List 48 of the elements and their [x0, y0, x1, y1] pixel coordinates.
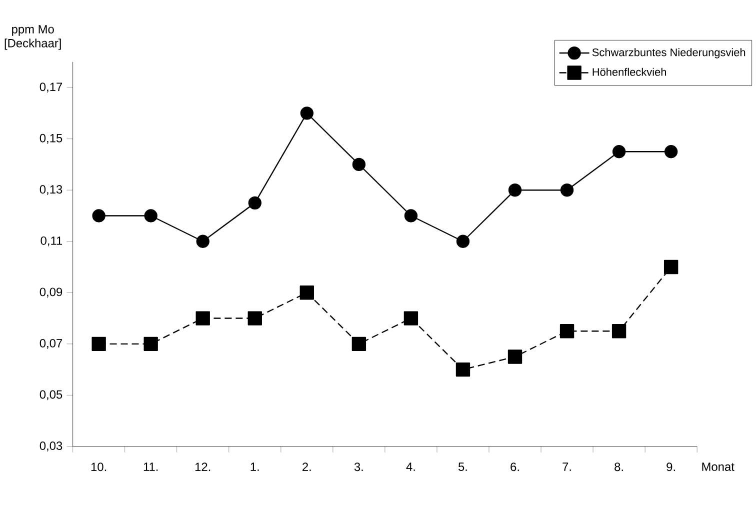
point [300, 106, 314, 120]
x-tick-label: 5. [458, 462, 467, 471]
point [612, 144, 626, 158]
point [664, 260, 678, 274]
x-tick-label: 3. [354, 462, 363, 471]
y-tick-label: 0,07 [40, 338, 62, 349]
y-tick-label: 0,11 [40, 236, 62, 246]
x-tick-label: 11. [144, 462, 158, 471]
legend-label: Schwarzbuntes Niederungsvieh [592, 48, 746, 58]
point [456, 362, 470, 376]
y-tick-label: 0,17 [40, 82, 62, 92]
x-tick-label: 1. [250, 462, 259, 471]
point [404, 311, 418, 326]
x-tick-label: 7. [562, 462, 571, 471]
point [196, 234, 210, 248]
x-tick-label: 12. [195, 462, 210, 471]
point [612, 324, 626, 338]
point [508, 183, 522, 197]
point [664, 144, 678, 158]
point [144, 336, 158, 351]
y-tick-label: 0,13 [40, 184, 62, 195]
point [196, 311, 210, 326]
x-tick-label: 4. [406, 462, 415, 471]
x-axis-title: Monat [702, 462, 734, 471]
y-tick-label: 0,09 [40, 288, 62, 298]
y-tick-label: 0,05 [40, 390, 62, 400]
point [92, 208, 106, 222]
y-tick-label: 0,15 [40, 134, 62, 144]
legend-label: Höhenfleckvieh [592, 68, 666, 76]
point [404, 208, 418, 222]
x-tick-label: 9. [666, 462, 675, 471]
x-tick-label: 2. [302, 462, 311, 471]
point [352, 336, 366, 351]
point [456, 234, 470, 248]
point [300, 285, 314, 300]
x-tick-label: 10. [91, 462, 106, 471]
point [92, 336, 106, 351]
point [248, 311, 262, 326]
y-tick-label: 0,03 [40, 441, 62, 452]
point [560, 324, 574, 338]
point [248, 196, 262, 210]
point [508, 349, 522, 364]
point [560, 183, 574, 197]
x-tick-label: 6. [510, 462, 519, 471]
point [352, 158, 366, 171]
x-tick-label: 8. [614, 462, 623, 471]
y-axis-title: ppm Mo [Deckhaar] [4, 24, 61, 50]
point [144, 208, 158, 222]
